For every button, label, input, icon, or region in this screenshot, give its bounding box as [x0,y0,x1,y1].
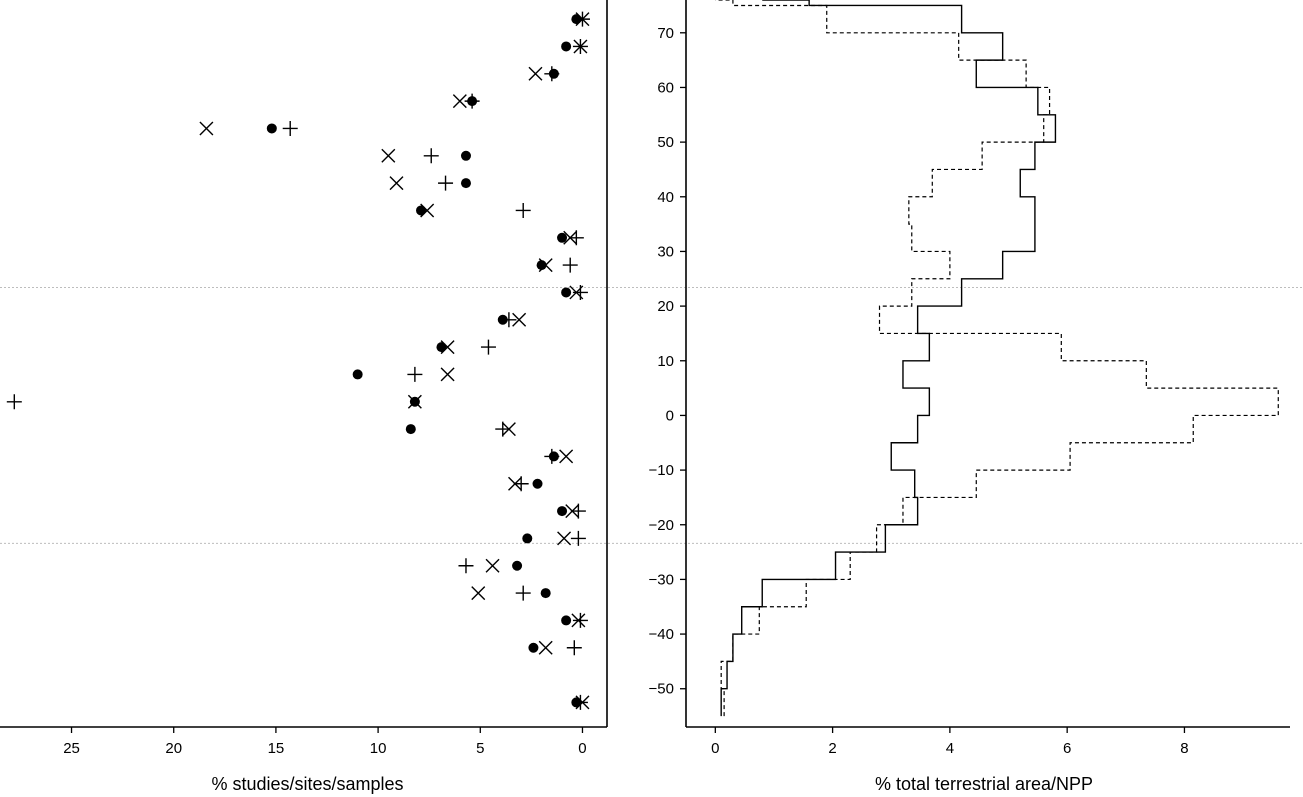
left-x-tick-label: 10 [370,740,387,757]
cross-point [528,66,543,81]
dot-point [540,588,551,599]
cross-point [407,394,422,409]
dot-point [416,205,427,216]
y-tick-label: 60 [657,79,674,96]
right-x-tick-label: 0 [711,740,719,757]
y-tick-label: 0 [666,407,674,424]
right-x-tick-label: 4 [946,740,954,757]
plus-point [566,640,582,656]
plus-point [480,339,496,355]
plus-point [570,530,586,546]
y-tick-label: −40 [649,626,674,643]
reference-latitude-lines [0,287,1303,544]
dot-point [532,478,543,489]
cross-point [199,121,214,136]
left-x-tick-label: 5 [476,740,484,757]
cross-point [471,586,486,601]
y-tick-label: 20 [657,298,674,315]
cross-point [485,558,500,573]
plus-point [572,38,588,54]
cross-point [512,312,527,327]
solid-step-line [720,0,1057,717]
cross-point [557,531,572,546]
left-x-tick-label: 15 [268,740,285,757]
y-tick-label: 50 [657,134,674,151]
plus-point [570,503,586,519]
plus-point [438,175,454,191]
cross-point [452,94,467,109]
plus-point [282,120,298,136]
plus-point [515,585,531,601]
latitude-y-ticks: 70 60 50 40 30 20 10 0 −10 −20 −30 −40 −50 [649,25,686,698]
plus-point [572,612,588,628]
plus-point [562,257,578,273]
y-tick-label: 70 [657,25,674,42]
dot-point [266,123,277,134]
dashed-step-line [715,0,1279,717]
dot-point [561,41,572,52]
dot-point [512,560,523,571]
left-scatter-points [6,11,590,710]
cross-point [559,449,574,464]
y-tick-label: 40 [657,189,674,206]
plus-point [464,93,480,109]
dot-point [557,232,568,243]
dot-point [561,615,572,626]
plus-point [568,230,584,246]
y-tick-label: −20 [649,517,674,534]
cross-point [440,367,455,382]
y-tick-label: −50 [649,681,674,698]
plus-point [544,66,560,82]
right-x-ticks: 0 2 4 6 8 [711,727,1189,757]
cross-point [381,148,396,163]
plus-point [6,394,22,410]
dot-point [460,150,471,161]
plus-point [572,284,588,300]
dot-point [460,178,471,189]
left-x-tick-label: 0 [578,740,586,757]
left-x-tick-label: 25 [63,740,80,757]
plus-point [513,476,529,492]
dot-point [522,533,533,544]
plus-point [572,694,588,710]
plus-point [501,312,517,328]
dot-point [352,369,363,380]
left-x-tick-label: 20 [165,740,182,757]
y-tick-label: 30 [657,243,674,260]
left-x-axis-label: % studies/sites/samples [211,774,403,794]
y-tick-label: −30 [649,571,674,588]
cross-point [420,203,435,218]
cross-point [538,258,553,273]
plus-point [574,11,590,27]
dot-point [405,424,416,435]
right-step-lines [715,0,1279,717]
plus-point [407,366,423,382]
y-tick-label: −10 [649,462,674,479]
cross-point [389,176,404,191]
cross-point [538,640,553,655]
right-step-panel: 0 2 4 6 8 70 60 50 40 30 20 10 0 −10 −20 −30 −40 −50 % t… [649,0,1290,794]
plus-point [423,148,439,164]
cross-point [440,340,455,355]
left-x-ticks: 25 20 15 10 5 0 [63,727,587,757]
right-x-tick-label: 2 [828,740,836,757]
right-x-axis-label: % total terrestrial area/NPP [875,774,1093,794]
dot-point [528,642,539,653]
plus-point [458,558,474,574]
y-tick-label: 10 [657,353,674,370]
plus-point [515,202,531,218]
left-scatter-panel: 25 20 15 10 5 0 % studies/sites/samples [0,0,608,794]
plus-point [544,448,560,464]
right-x-tick-label: 6 [1063,740,1071,757]
right-x-tick-label: 8 [1180,740,1188,757]
dot-point [561,287,572,298]
plus-point [495,421,511,437]
dot-point [557,506,568,517]
dot-point [436,342,447,353]
